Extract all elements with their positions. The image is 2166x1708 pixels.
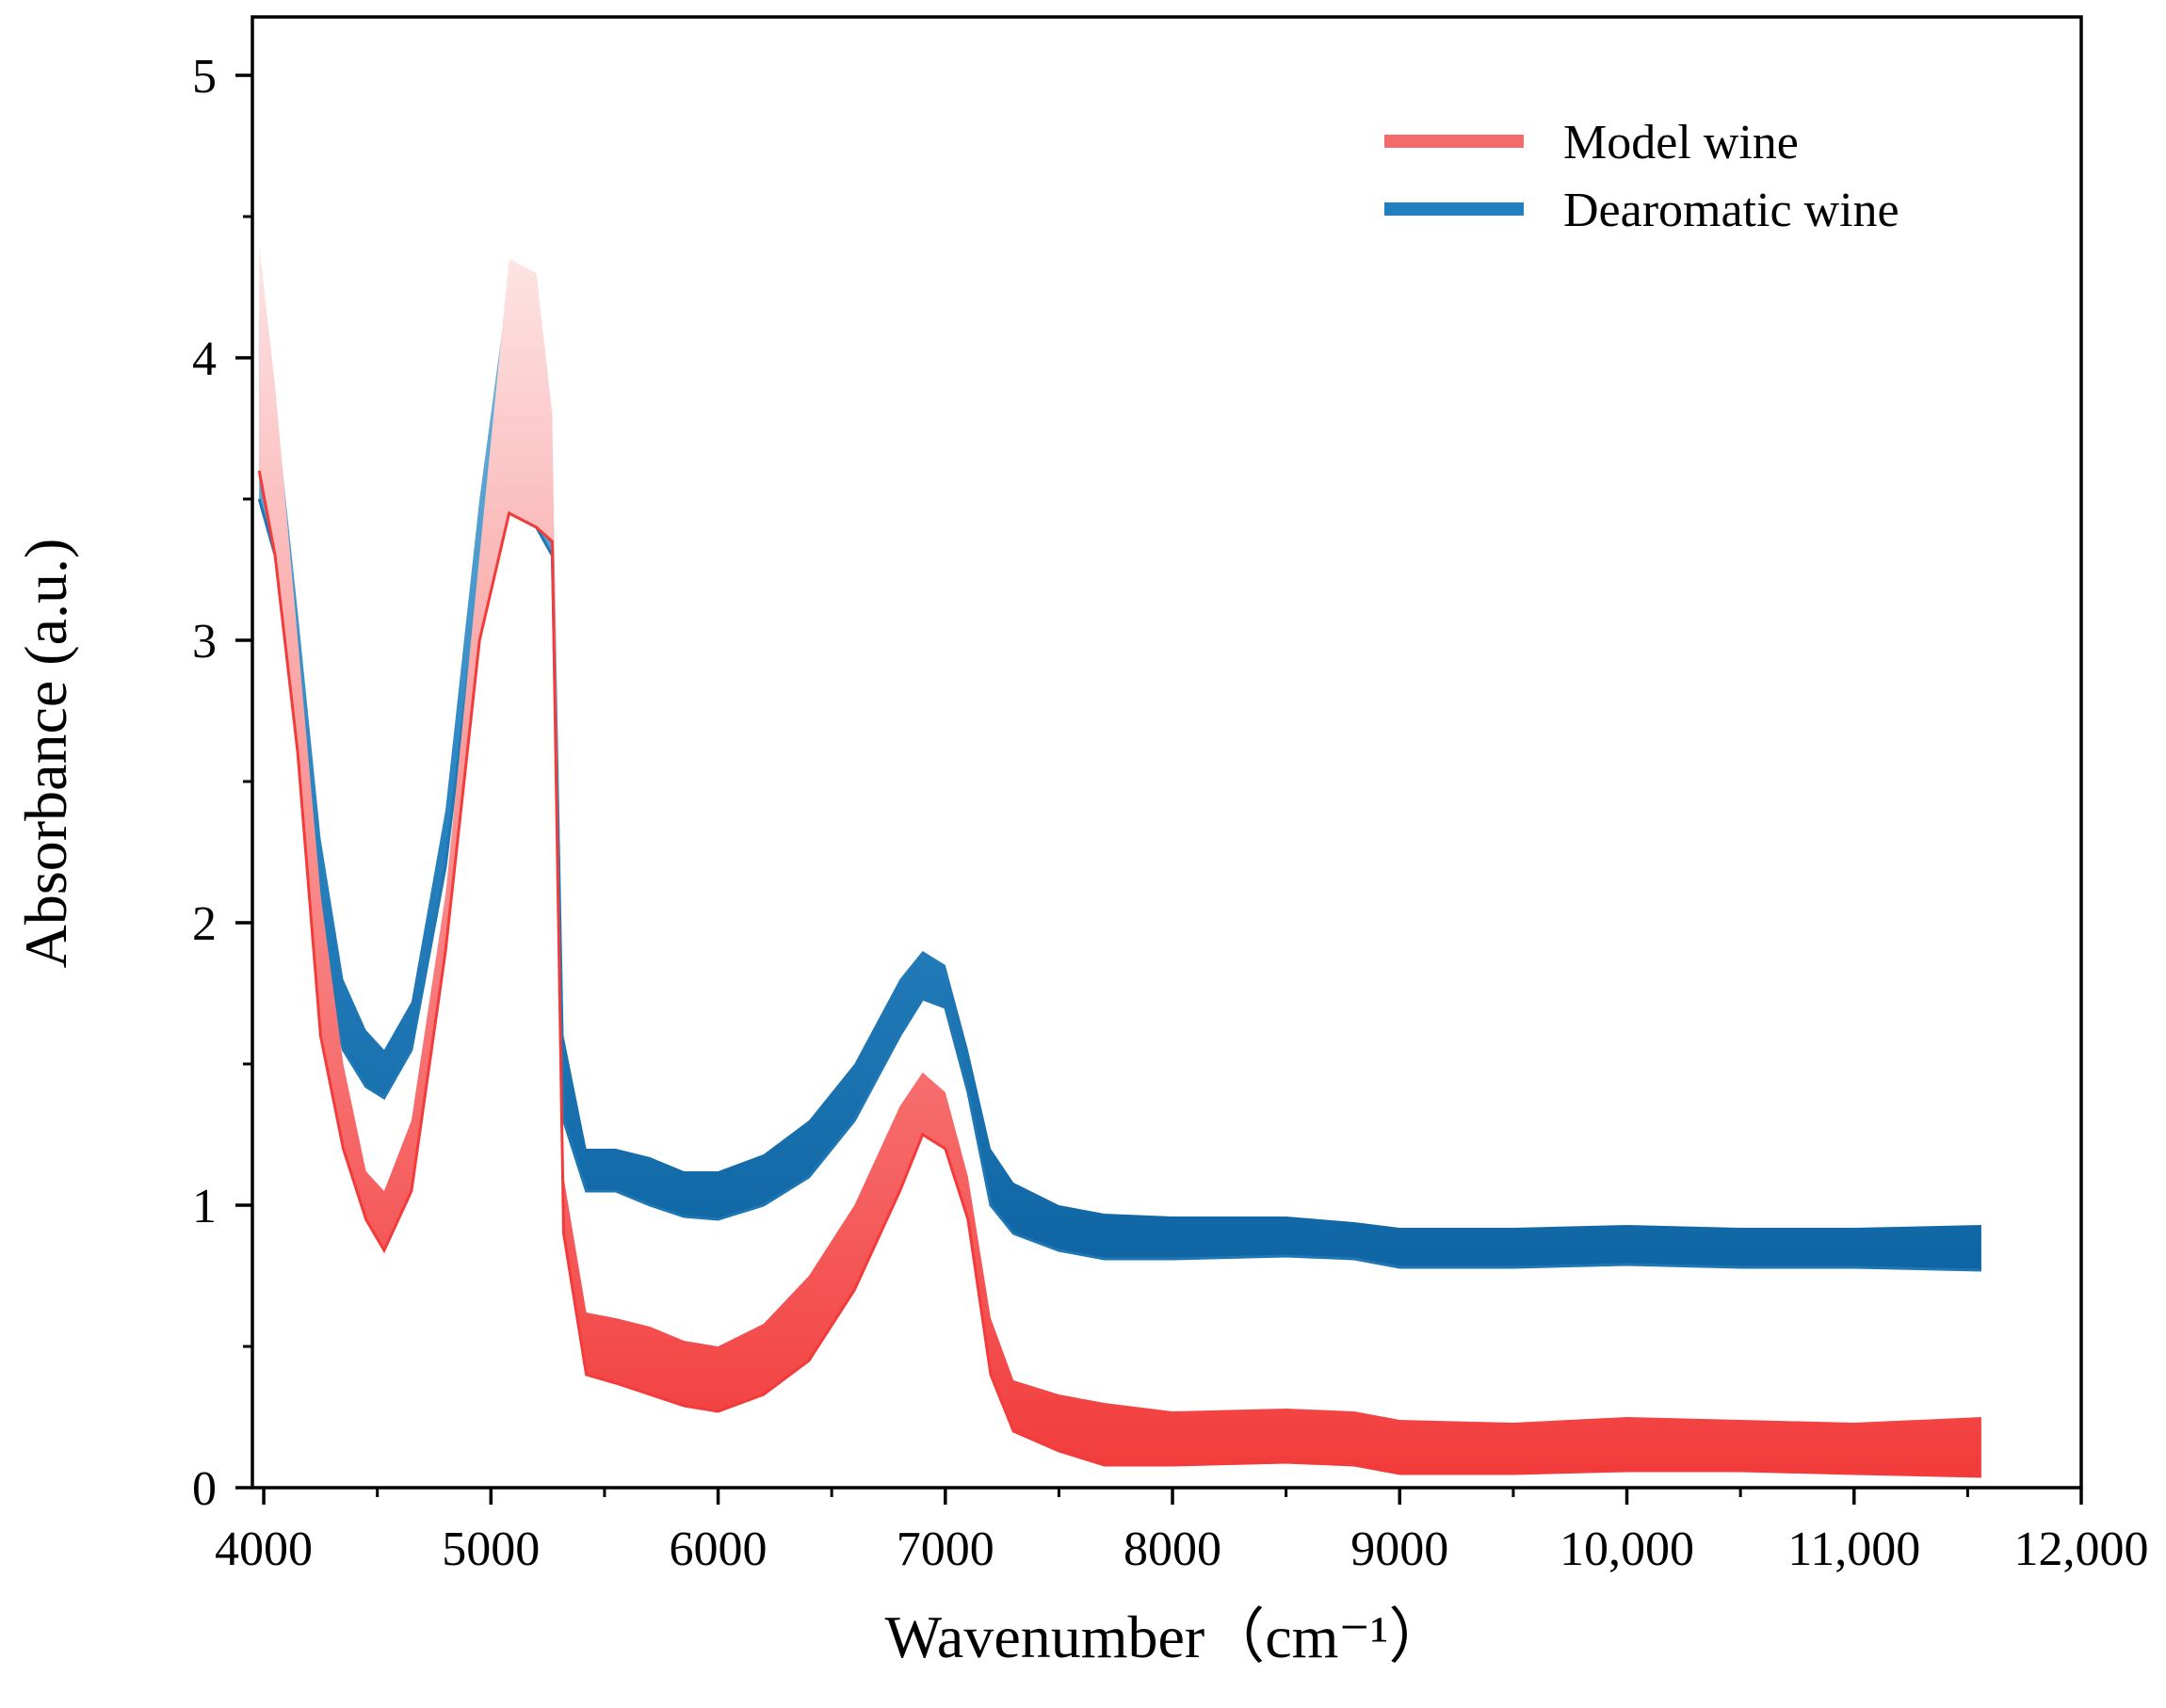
x-tick-label: 7000 (897, 1523, 994, 1576)
y-axis-title: Absorbance (a.u.) (12, 539, 79, 969)
y-tick-label: 3 (192, 615, 217, 669)
x-tick-label: 8000 (1123, 1523, 1221, 1576)
y-tick-label: 5 (192, 50, 217, 104)
series-edge-model-wine (257, 470, 1981, 1478)
series-layer (257, 245, 1981, 1478)
x-axis-title: Wavenumber（cm⁻¹） (885, 1603, 1449, 1670)
y-tick-label: 0 (192, 1462, 217, 1516)
x-tick-label: 9000 (1350, 1523, 1448, 1576)
legend: Model wine Dearomatic wine (1384, 116, 1899, 237)
x-tick-label: 5000 (442, 1523, 540, 1576)
y-tick-label: 1 (192, 1180, 217, 1233)
series-edge-dearomatic-wine (257, 498, 1981, 1272)
y-tick-label: 4 (192, 332, 217, 386)
legend-label-dearomatic-wine: Dearomatic wine (1563, 184, 1899, 237)
x-tick-label: 10,000 (1560, 1523, 1694, 1576)
x-tick-label: 6000 (670, 1523, 768, 1576)
plot-frame (251, 15, 2083, 1490)
legend-label-model-wine: Model wine (1563, 116, 1799, 169)
x-axis-ticks: 4000 5000 6000 7000 8000 9000 10,000 11,000 12,0… (215, 1488, 2149, 1576)
x-tick-label: 4000 (215, 1523, 313, 1576)
y-axis-ticks: 0 1 2 3 4 5 (192, 50, 252, 1516)
x-tick-label: 12,000 (2014, 1523, 2149, 1576)
x-tick-label: 11,000 (1787, 1523, 1920, 1576)
series-band-model-wine (259, 245, 1981, 1476)
y-tick-label: 2 (192, 897, 217, 951)
